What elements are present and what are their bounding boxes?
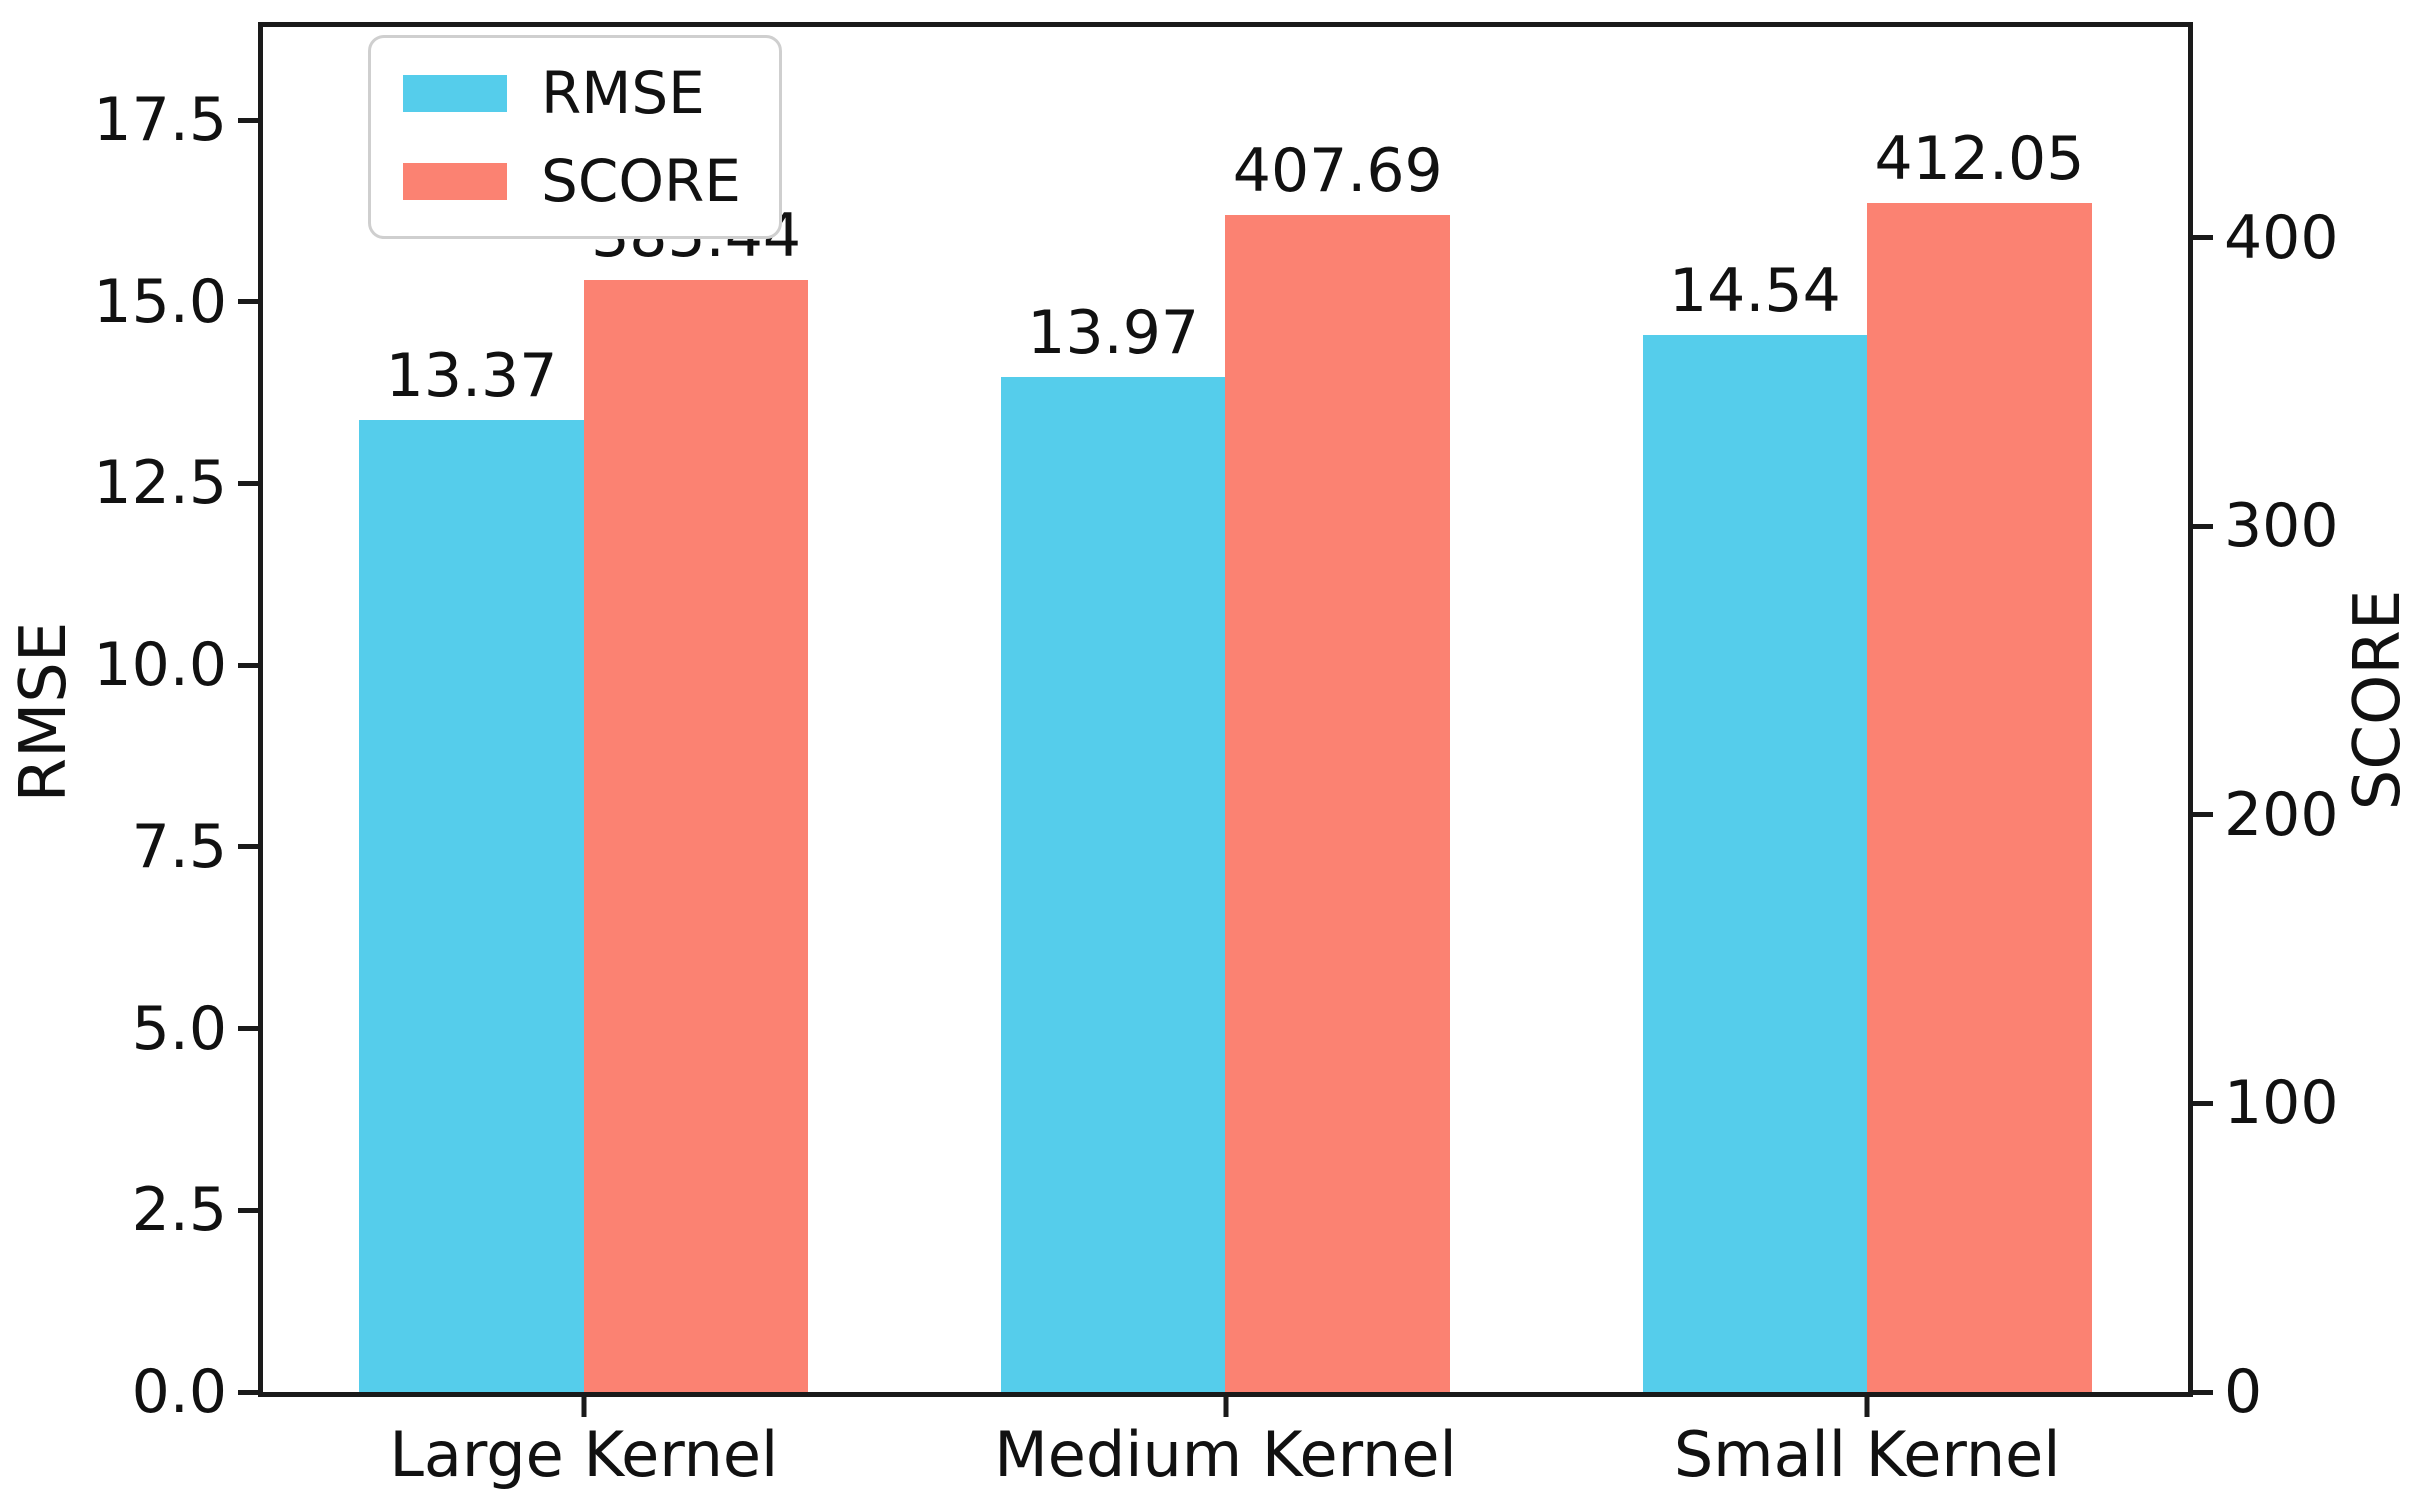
left-y-tick-label: 0.0 — [131, 1357, 227, 1427]
bar-value-label: 13.37 — [385, 341, 558, 412]
right-y-tick-mark — [2193, 235, 2213, 241]
right-y-tick-mark — [2193, 523, 2213, 529]
bar-group: 13.97 407.69 — [905, 27, 1547, 1392]
bar-rmse-2: 13.97 — [1000, 303, 1226, 1392]
right-y-tick-label: 200 — [2224, 779, 2339, 850]
left-y-tick-label: 17.5 — [93, 85, 227, 156]
bar-score-1: 385.44 — [583, 206, 809, 1392]
left-y-tick-label: 12.5 — [93, 448, 227, 519]
left-y-tick-label: 5.0 — [131, 993, 227, 1064]
plot-area: RMSE SCORE 0.0 2.5 5.0 7.5 10.0 12.5 15.0 17.5 0… — [93, 22, 2339, 1486]
bar-score-3: 412.05 — [1867, 129, 2092, 1392]
bar-score-2: 407.69 — [1225, 141, 1451, 1392]
left-y-tick-mark — [238, 662, 258, 668]
left-y-tick-mark — [238, 1207, 258, 1213]
right-y-tick-mark — [2193, 812, 2213, 818]
left-y-tick-mark — [238, 117, 258, 123]
right-y-tick-mark — [2193, 1389, 2213, 1395]
left-y-tick-mark — [238, 1026, 258, 1032]
x-tick-label: Large Kernel — [389, 1418, 779, 1491]
bar-rmse-1: 13.37 — [359, 346, 584, 1392]
left-y-tick-label: 2.5 — [131, 1175, 227, 1246]
right-y-tick-label: 100 — [2224, 1068, 2339, 1139]
bar-value-label: 407.69 — [1232, 136, 1443, 207]
right-y-tick-mark — [2193, 1100, 2213, 1106]
left-y-tick-mark — [238, 480, 258, 486]
legend-label-score: SCORE — [541, 147, 741, 215]
right-y-tick-label: 400 — [2224, 202, 2339, 273]
legend: RMSE SCORE — [368, 35, 782, 239]
bar-value-label: 412.05 — [1874, 123, 2085, 194]
x-tick-mark — [1864, 1397, 1870, 1417]
right-axis-title: SCORE — [2341, 589, 2415, 811]
left-y-tick-label: 15.0 — [93, 266, 227, 337]
legend-label-rmse: RMSE — [541, 59, 705, 127]
bar-value-label: 14.54 — [1668, 256, 1841, 327]
left-y-tick-label: 7.5 — [131, 811, 227, 882]
bar-rmse-3: 14.54 — [1642, 261, 1868, 1392]
bar-group: 14.54 412.05 — [1546, 27, 2188, 1392]
legend-swatch-rmse — [403, 74, 507, 112]
bar-value-label: 13.97 — [1027, 297, 1200, 368]
x-tick-mark — [581, 1397, 587, 1417]
legend-entry-rmse: RMSE — [403, 64, 741, 122]
legend-entry-score: SCORE — [403, 152, 741, 210]
left-axis-title: RMSE — [7, 621, 81, 803]
x-tick-mark — [1223, 1397, 1228, 1417]
right-y-tick-label: 0 — [2224, 1357, 2263, 1427]
x-tick-label: Medium Kernel — [994, 1418, 1457, 1491]
right-y-tick-label: 300 — [2224, 491, 2339, 562]
x-tick-label: Small Kernel — [1673, 1418, 2061, 1491]
left-y-tick-mark — [238, 299, 258, 305]
left-y-tick-label: 10.0 — [93, 630, 227, 701]
legend-swatch-score — [403, 162, 507, 200]
left-y-tick-mark — [238, 1389, 258, 1395]
left-y-tick-mark — [238, 844, 258, 850]
